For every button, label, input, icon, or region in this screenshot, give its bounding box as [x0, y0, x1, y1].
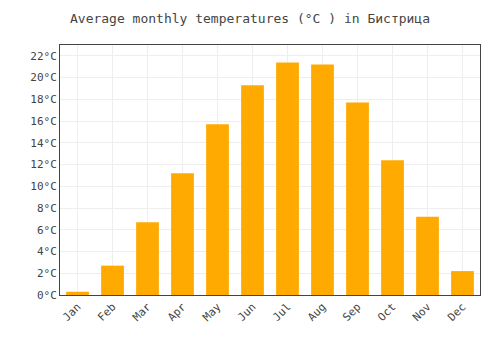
svg-text:10°C: 10°C — [30, 180, 57, 193]
svg-text:Average monthly temperatures (: Average monthly temperatures (°C ) in Би… — [70, 11, 430, 26]
svg-text:Dec: Dec — [445, 301, 468, 324]
svg-text:Jun: Jun — [235, 301, 258, 324]
svg-text:May: May — [200, 300, 224, 324]
svg-text:4°C: 4°C — [37, 245, 57, 258]
svg-text:Aug: Aug — [305, 301, 328, 324]
svg-text:16°C: 16°C — [30, 115, 57, 128]
svg-text:Oct: Oct — [375, 301, 398, 324]
svg-text:2°C: 2°C — [37, 267, 57, 280]
svg-text:12°C: 12°C — [30, 158, 57, 171]
svg-text:Nov: Nov — [410, 300, 434, 324]
svg-text:0°C: 0°C — [37, 289, 57, 302]
svg-text:Jan: Jan — [60, 301, 83, 324]
svg-text:Sep: Sep — [340, 301, 363, 324]
svg-text:14°C: 14°C — [30, 137, 57, 150]
svg-text:6°C: 6°C — [37, 224, 57, 237]
svg-text:Feb: Feb — [95, 301, 118, 324]
svg-text:22°C: 22°C — [30, 50, 57, 63]
svg-text:8°C: 8°C — [37, 202, 57, 215]
svg-text:Jul: Jul — [270, 301, 293, 324]
svg-text:Apr: Apr — [165, 300, 189, 324]
svg-text:Mar: Mar — [130, 300, 154, 324]
svg-text:18°C: 18°C — [30, 93, 57, 106]
svg-text:20°C: 20°C — [30, 71, 57, 84]
